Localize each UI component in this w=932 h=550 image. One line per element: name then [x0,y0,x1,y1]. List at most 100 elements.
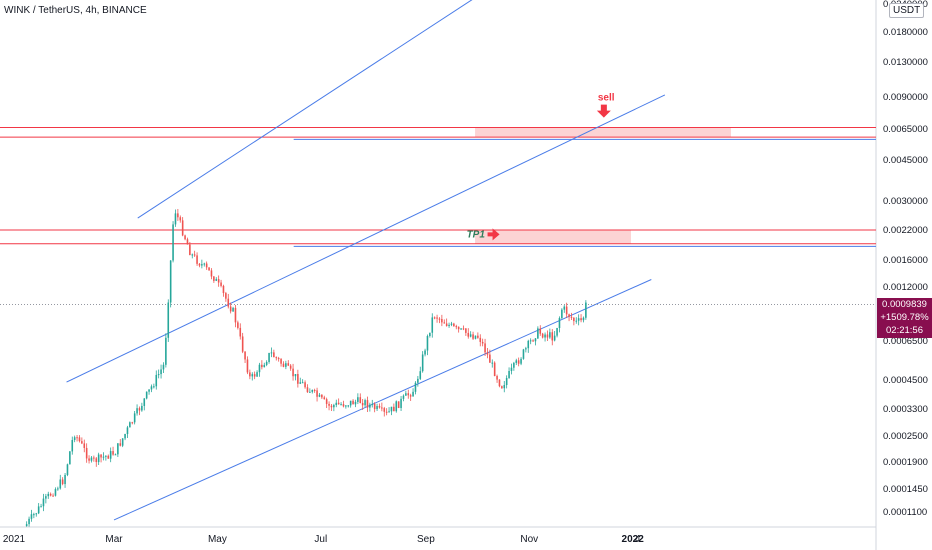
candle [563,305,566,313]
candle [529,338,532,345]
candle [78,435,81,443]
trend-channel-line [66,94,666,383]
candle [289,364,292,371]
candle [246,356,249,375]
candle [525,346,527,353]
candle [568,313,570,322]
candle [436,314,438,323]
candle [462,325,465,331]
candle [397,401,400,409]
candle [489,349,491,363]
y-tick-label: 0.0001900 [883,457,928,468]
candle [148,389,150,395]
tp1-arrow-icon [487,228,500,241]
candle [167,299,170,342]
candle [460,328,462,330]
candle [445,318,448,327]
candle [35,512,38,517]
y-tick-label: 0.0016000 [883,255,928,266]
candle [522,348,525,360]
candle [381,402,383,412]
candle [493,361,496,377]
candle [64,472,66,488]
candle [551,329,554,346]
candle [515,358,518,366]
candle [253,371,256,380]
candle [100,454,102,463]
candle [203,262,206,267]
candle [299,377,302,384]
candle [357,393,359,405]
current-price-tag: 0.0009839 +1509.78% 02:21:56 [877,298,932,338]
candle [239,323,242,340]
candle [95,456,98,467]
candle [321,394,323,400]
candle [558,316,561,333]
candle [225,291,227,302]
current-price-value: 0.0009839 [882,299,927,310]
candle [328,401,330,411]
candle [354,399,357,408]
candle [105,455,107,461]
candle [491,359,494,368]
y-tick-label: 0.0001450 [883,484,928,495]
x-tick-label: Nov [520,534,538,545]
candle [169,260,172,308]
candle [61,477,64,486]
candle [390,406,393,416]
candle [378,403,381,409]
candle [510,363,513,375]
y-tick-label: 0.0004500 [883,375,928,386]
candle [174,209,177,227]
candle [539,325,542,336]
candle [541,332,544,339]
candle [213,275,215,283]
candle [304,380,306,389]
candle [191,253,194,259]
candle [474,335,477,340]
candle [237,320,239,330]
y-tick-label: 0.0022000 [883,225,928,236]
candle [450,321,453,327]
candle [318,393,321,398]
candle [28,516,30,527]
sell-arrow-icon [596,104,611,118]
candle [477,332,479,339]
candle [215,277,218,282]
candle [71,436,74,455]
candle [145,391,148,400]
trend-channel-line [113,279,652,521]
candle [335,399,338,408]
candle [323,395,326,400]
candle [438,317,441,324]
candle [549,328,551,339]
candle [273,349,275,358]
price-change-percent: +1509.78% [880,312,929,323]
x-tick-label: Jul [314,534,327,545]
y-tick-label: 0.0045000 [883,155,928,166]
candle [544,332,546,342]
candle [301,379,304,384]
candle [177,208,179,221]
candle [347,405,350,408]
candle [352,399,354,405]
candle [112,446,114,456]
candle [165,333,167,368]
candle [114,453,117,456]
y-tick-label: 0.0030000 [883,196,928,207]
candle [570,312,573,320]
candle [210,268,213,280]
candle [265,360,268,367]
candle [263,362,266,368]
y-tick-label: 0.0065000 [883,124,928,135]
currency-badge[interactable]: USDT [889,3,925,18]
candle [505,375,508,389]
candle [472,331,474,341]
candle [330,403,333,411]
candle [222,284,225,297]
candle [467,328,470,339]
candle [229,302,232,314]
sell-label: sell [598,93,615,104]
candle [405,390,407,396]
